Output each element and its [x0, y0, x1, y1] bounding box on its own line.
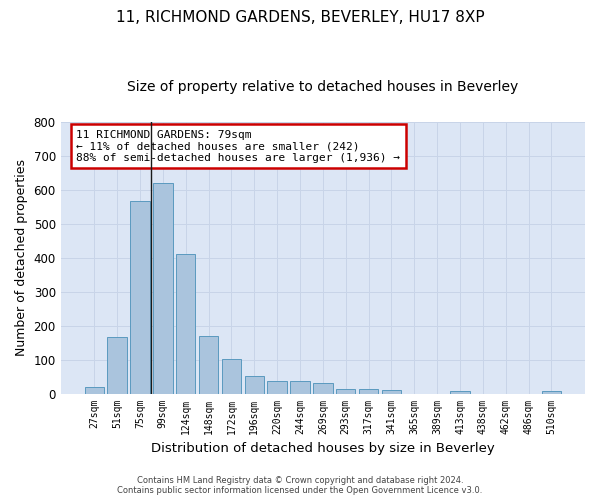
Text: Contains HM Land Registry data © Crown copyright and database right 2024.
Contai: Contains HM Land Registry data © Crown c… — [118, 476, 482, 495]
Bar — [130, 202, 149, 394]
Bar — [359, 389, 378, 394]
Y-axis label: Number of detached properties: Number of detached properties — [15, 159, 28, 356]
X-axis label: Distribution of detached houses by size in Beverley: Distribution of detached houses by size … — [151, 442, 495, 455]
Bar — [199, 336, 218, 394]
Bar — [268, 380, 287, 394]
Bar — [290, 380, 310, 394]
Bar — [336, 389, 355, 394]
Bar — [153, 183, 173, 394]
Bar — [313, 384, 332, 394]
Bar — [542, 391, 561, 394]
Text: 11, RICHMOND GARDENS, BEVERLEY, HU17 8XP: 11, RICHMOND GARDENS, BEVERLEY, HU17 8XP — [116, 10, 484, 25]
Bar — [450, 391, 470, 394]
Text: 11 RICHMOND GARDENS: 79sqm
← 11% of detached houses are smaller (242)
88% of sem: 11 RICHMOND GARDENS: 79sqm ← 11% of deta… — [76, 130, 400, 163]
Title: Size of property relative to detached houses in Beverley: Size of property relative to detached ho… — [127, 80, 518, 94]
Bar — [107, 338, 127, 394]
Bar — [221, 358, 241, 394]
Bar — [176, 254, 196, 394]
Bar — [382, 390, 401, 394]
Bar — [85, 388, 104, 394]
Bar — [245, 376, 264, 394]
